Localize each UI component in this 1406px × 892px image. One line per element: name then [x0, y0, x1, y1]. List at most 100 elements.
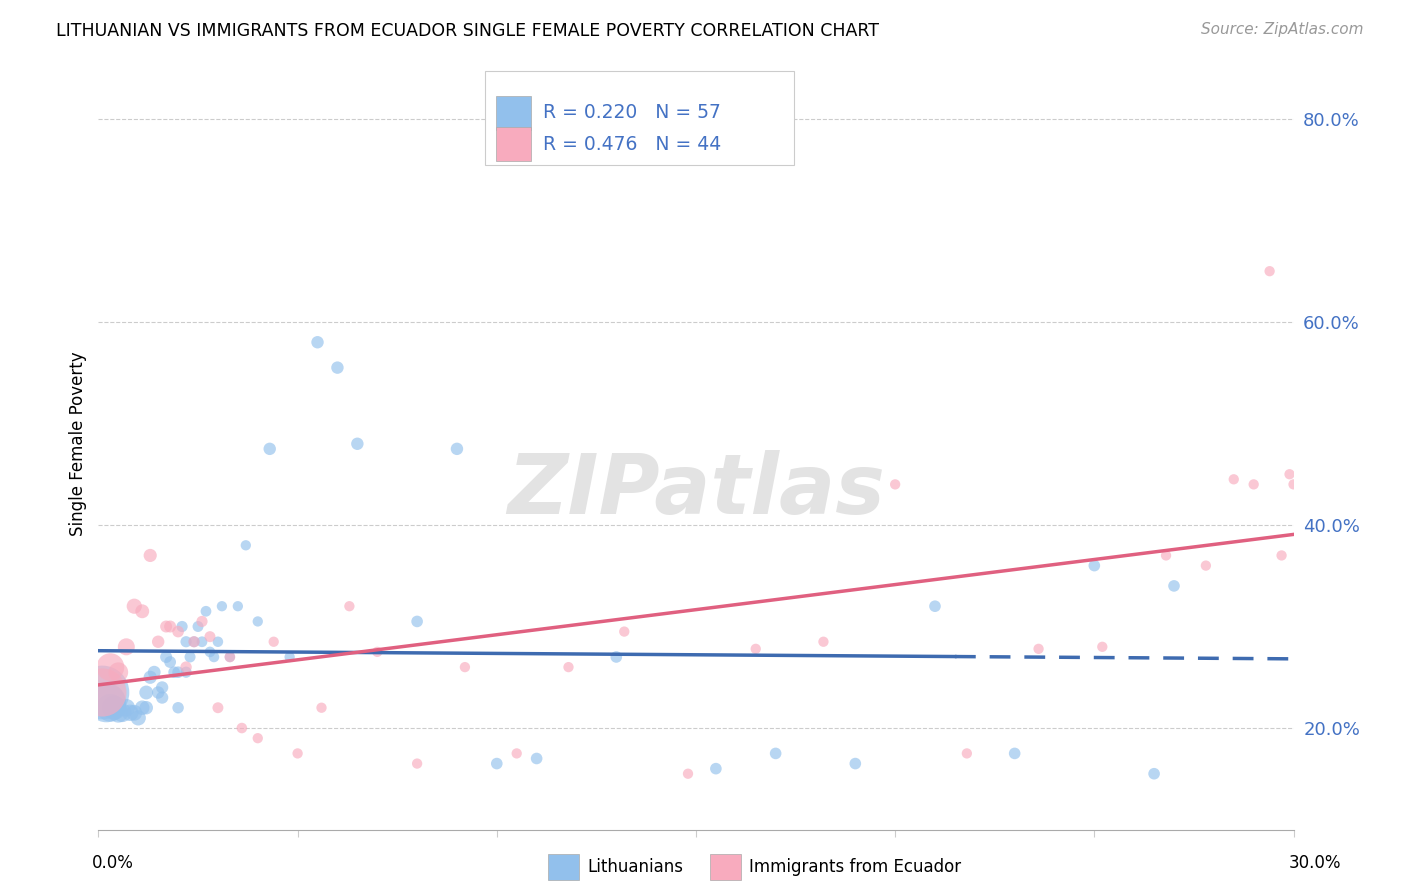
Point — [195, 604, 218, 618]
Point — [107, 706, 129, 720]
Point — [131, 700, 153, 714]
Text: Immigrants from Ecuador: Immigrants from Ecuador — [749, 858, 962, 876]
Point — [91, 685, 114, 699]
Point — [1154, 549, 1177, 563]
Point — [813, 634, 835, 648]
Point — [139, 549, 162, 563]
Point — [1163, 579, 1185, 593]
Text: 0.0%: 0.0% — [91, 854, 134, 871]
Point — [676, 766, 699, 780]
Point — [187, 619, 209, 633]
Point — [235, 538, 257, 552]
Point — [526, 751, 548, 765]
Point — [198, 645, 221, 659]
Point — [557, 660, 579, 674]
Point — [339, 599, 361, 614]
Point — [1195, 558, 1218, 573]
Point — [155, 619, 177, 633]
Point — [366, 645, 388, 659]
Point — [91, 685, 114, 699]
Point — [278, 650, 301, 665]
Point — [115, 700, 138, 714]
Point — [159, 655, 181, 669]
Point — [159, 619, 181, 633]
Point — [1143, 766, 1166, 780]
Point — [745, 641, 768, 656]
Point — [107, 665, 129, 680]
Y-axis label: Single Female Poverty: Single Female Poverty — [69, 351, 87, 536]
Point — [167, 665, 190, 680]
Point — [148, 685, 170, 699]
Point — [148, 634, 170, 648]
Point — [98, 700, 122, 714]
Point — [139, 670, 162, 684]
Point — [219, 650, 242, 665]
Point — [1258, 264, 1281, 278]
Point — [179, 650, 201, 665]
Point — [231, 721, 253, 735]
Point — [211, 599, 233, 614]
Point — [485, 756, 508, 771]
Point — [1243, 477, 1265, 491]
Point — [219, 650, 242, 665]
Point — [1278, 467, 1301, 482]
Point — [120, 706, 142, 720]
Point — [1091, 640, 1114, 654]
Point — [259, 442, 281, 456]
Point — [111, 706, 134, 720]
Point — [246, 615, 269, 629]
Point — [506, 747, 529, 761]
Point — [150, 690, 173, 705]
Point — [246, 731, 269, 746]
Point — [1282, 477, 1305, 491]
Point — [127, 711, 149, 725]
Point — [150, 681, 173, 695]
Text: 30.0%: 30.0% — [1288, 854, 1341, 871]
Point — [207, 634, 229, 648]
Text: R = 0.220   N = 57: R = 0.220 N = 57 — [543, 103, 721, 122]
Point — [406, 756, 429, 771]
Point — [446, 442, 468, 456]
Point — [207, 700, 229, 714]
Point — [98, 660, 122, 674]
Point — [183, 634, 205, 648]
Point — [311, 700, 333, 714]
Point — [605, 650, 627, 665]
Point — [163, 665, 186, 680]
Point — [956, 747, 979, 761]
Point — [143, 665, 166, 680]
Point — [844, 756, 866, 771]
Point — [1271, 549, 1294, 563]
Point — [191, 615, 214, 629]
Point — [191, 634, 214, 648]
Point — [884, 477, 907, 491]
Point — [202, 650, 225, 665]
Point — [1028, 641, 1050, 656]
Point — [1004, 747, 1026, 761]
Point — [704, 762, 727, 776]
Text: R = 0.476   N = 44: R = 0.476 N = 44 — [543, 135, 721, 154]
Point — [263, 634, 285, 648]
Point — [124, 706, 146, 720]
Text: ZIPatlas: ZIPatlas — [508, 450, 884, 531]
Point — [115, 640, 138, 654]
Point — [155, 650, 177, 665]
Point — [131, 604, 153, 618]
Point — [613, 624, 636, 639]
Point — [326, 360, 349, 375]
Point — [174, 634, 197, 648]
Point — [183, 634, 205, 648]
Point — [226, 599, 249, 614]
Point — [406, 615, 429, 629]
Point — [167, 700, 190, 714]
Point — [103, 700, 125, 714]
Point — [135, 685, 157, 699]
Point — [174, 660, 197, 674]
Point — [765, 747, 787, 761]
Point — [167, 624, 190, 639]
Point — [454, 660, 477, 674]
Point — [924, 599, 946, 614]
Point — [346, 436, 368, 450]
Point — [287, 747, 309, 761]
Text: LITHUANIAN VS IMMIGRANTS FROM ECUADOR SINGLE FEMALE POVERTY CORRELATION CHART: LITHUANIAN VS IMMIGRANTS FROM ECUADOR SI… — [56, 22, 879, 40]
